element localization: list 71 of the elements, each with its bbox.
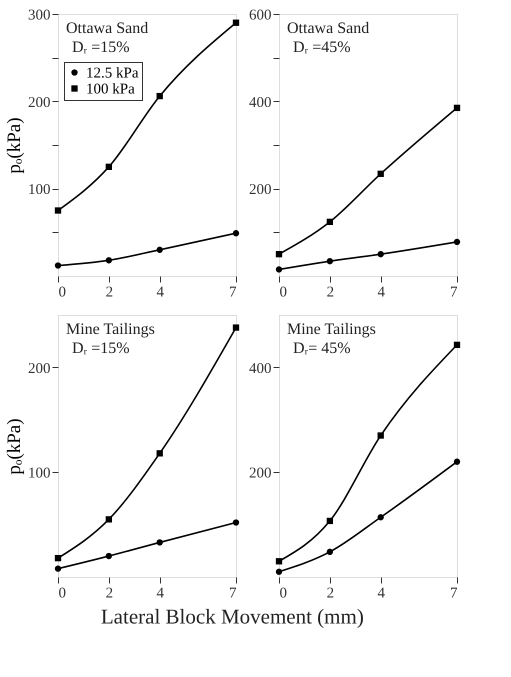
x-tick-label: 4 [377,284,386,300]
legend-label: 100 kPa [86,82,136,98]
point [378,170,384,177]
point [156,92,163,100]
annotation: Dᵣ =15% [72,39,130,56]
y-axis-title: pₒ(kPa) [4,117,25,174]
point [326,548,334,556]
annotation: Mine Tailings [287,321,376,338]
x-tick-label: 2 [106,284,114,300]
point [454,458,460,465]
point [276,251,282,258]
point [232,324,240,331]
point [276,266,282,273]
legend-label: 12.5 kPa [86,66,139,82]
x-tick-label: 4 [377,586,386,602]
y-tick-label: 100 [28,466,50,482]
x-tick-label: 2 [106,586,114,602]
annotation: Dᵣ =45% [293,39,351,56]
y-tick-label: 200 [28,94,50,111]
x-tick-label: 0 [58,284,66,300]
point [106,257,112,264]
point [232,230,240,236]
x-tick-label: 7 [450,284,458,300]
point [106,164,112,170]
x-axis-title: Lateral Block Movement (mm) [100,604,364,628]
x-tick-label: 4 [156,284,164,300]
y-tick-label: 400 [249,360,272,377]
y-tick-label: 200 [28,360,50,377]
x-tick-label: 2 [326,586,334,602]
point [378,514,384,520]
point [326,518,334,524]
point [326,258,334,264]
y-tick-label: 200 [249,182,272,198]
y-tick-label: 300 [28,8,50,24]
point [276,558,282,564]
point [232,519,240,526]
point [454,104,460,112]
point [106,516,112,523]
x-tick-label: 0 [280,284,287,300]
x-tick-label: 0 [58,586,66,602]
point [106,552,112,560]
annotation: Dᵣ =15% [72,340,130,357]
point [156,246,163,253]
x-tick-label: 4 [156,586,164,602]
point [156,450,163,456]
point [232,20,240,26]
annotation: Ottawa Sand [287,20,370,37]
annotation: Ottawa Sand [66,20,148,37]
point [156,539,163,546]
point [54,565,62,572]
point [276,568,282,575]
y-axis-title: pₒ(kPa) [4,418,25,475]
x-tick-label: 7 [450,586,458,602]
y-tick-label: 600 [249,8,272,24]
point [454,238,460,246]
annotation: Mine Tailings [66,321,155,338]
annotation: Dᵣ= 45% [293,340,351,357]
x-tick-label: 7 [229,586,237,602]
point [454,342,460,348]
x-tick-label: 0 [280,586,287,602]
y-tick-label: 400 [249,94,272,111]
point [378,432,384,439]
point [326,218,334,226]
point [54,207,62,214]
y-tick-label: 200 [249,466,272,482]
point [54,554,62,562]
y-tick-label: 100 [28,182,50,198]
point [378,251,384,258]
x-tick-label: 7 [229,284,237,300]
x-tick-label: 2 [326,284,334,300]
point [54,262,62,269]
